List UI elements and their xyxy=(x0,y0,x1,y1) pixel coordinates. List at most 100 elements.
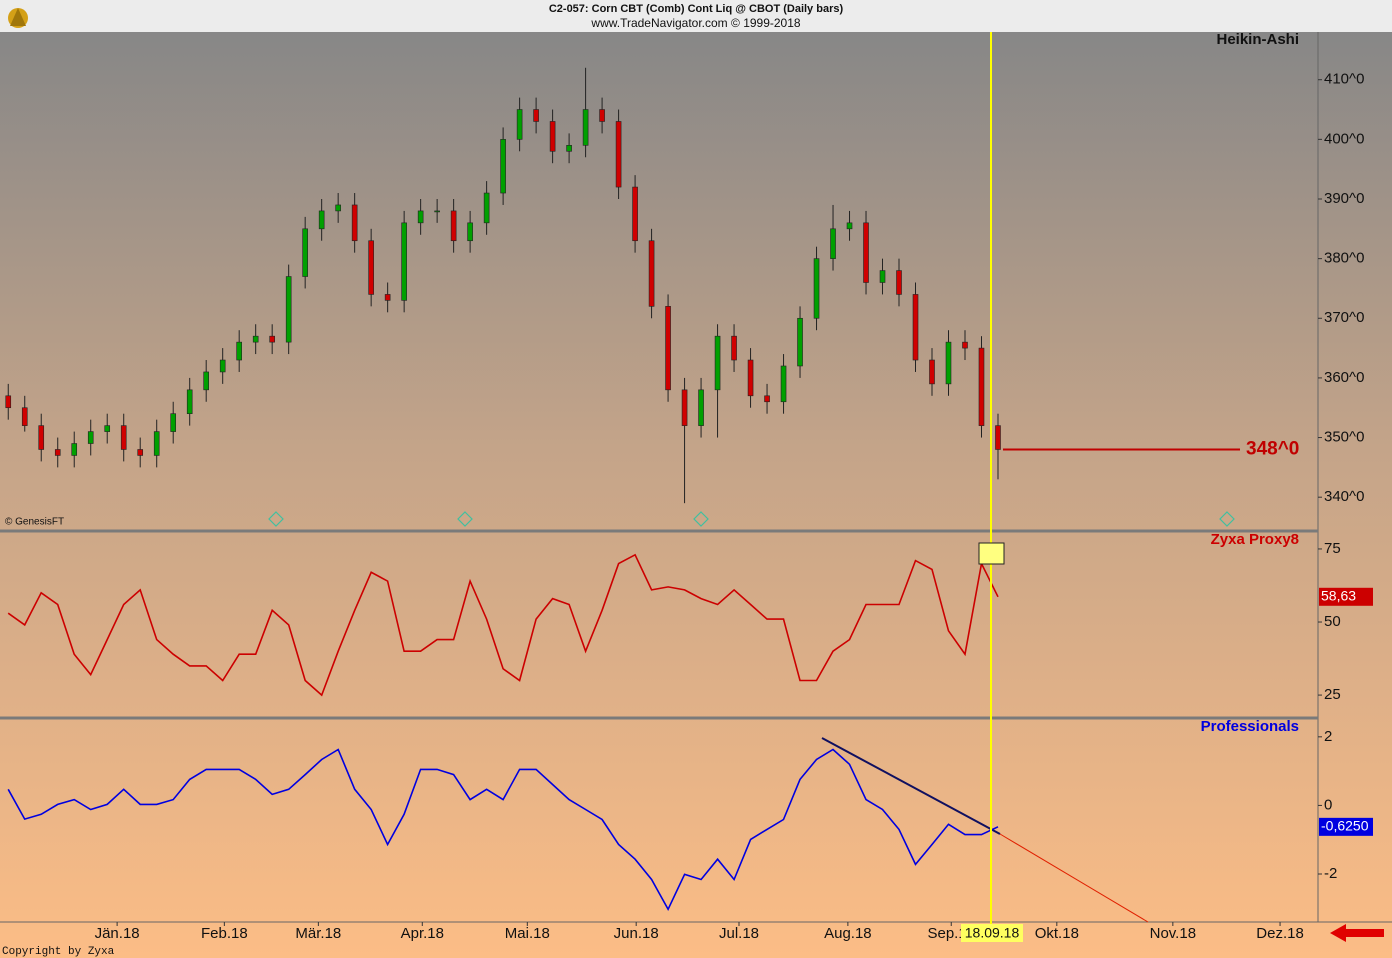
y-tick-label: 350^0 xyxy=(1324,429,1364,446)
y-tick-label: 380^0 xyxy=(1324,250,1364,267)
candle-body xyxy=(384,294,391,301)
candle-body xyxy=(599,109,605,122)
candle-body xyxy=(780,365,787,403)
x-tick-label: Jul.18 xyxy=(719,925,759,942)
candle-body xyxy=(203,371,209,391)
candle-body xyxy=(681,389,688,426)
candle-body xyxy=(170,413,177,432)
candle-body xyxy=(632,186,638,242)
background xyxy=(0,32,1392,958)
cursor-marker xyxy=(978,542,1005,565)
candle-body xyxy=(318,210,325,230)
candle-body xyxy=(21,407,28,426)
panel-title: Heikin-Ashi xyxy=(1216,31,1299,48)
candle-body xyxy=(153,431,160,456)
candle-body xyxy=(417,210,424,224)
candle-body xyxy=(764,395,770,403)
y-tick-label: 25 xyxy=(1324,686,1341,703)
candle-body xyxy=(335,204,341,212)
candle-body xyxy=(615,121,622,188)
candle-body xyxy=(995,425,1001,450)
candle-body xyxy=(797,317,803,367)
y-tick-label: 390^0 xyxy=(1324,190,1364,207)
candle-body xyxy=(368,240,374,295)
candle-body xyxy=(566,145,572,152)
candle-body xyxy=(879,270,886,283)
x-tick-label: Jän.18 xyxy=(95,925,140,942)
candle-body xyxy=(929,359,935,385)
candle-body xyxy=(863,222,869,283)
candle-body xyxy=(747,359,754,397)
candle-body xyxy=(450,210,457,242)
candle-body xyxy=(269,335,275,343)
value-label-box xyxy=(1319,587,1373,606)
x-tick-label: Nov.18 xyxy=(1150,925,1196,942)
price-label: 348^0 xyxy=(1246,439,1299,460)
y-tick-label: 2 xyxy=(1324,728,1332,745)
value-label: -0,6250 xyxy=(1321,818,1369,834)
logo xyxy=(8,8,28,28)
candle-body xyxy=(186,389,193,415)
candle-body xyxy=(483,192,490,224)
candle-body xyxy=(698,389,704,426)
candle-body xyxy=(846,222,853,230)
y-tick-label: 50 xyxy=(1324,613,1341,630)
candle-body xyxy=(731,335,737,361)
candle-body xyxy=(962,341,968,349)
candle-body xyxy=(978,347,985,426)
candle-body xyxy=(533,109,539,122)
header-title: C2-057: Corn CBT (Comb) Cont Liq @ CBOT … xyxy=(549,3,844,15)
header-bar xyxy=(0,0,1392,32)
cursor-label: 18.09.18 xyxy=(965,925,1020,941)
panel-title: Professionals xyxy=(1201,718,1299,735)
candle-body xyxy=(87,431,94,444)
x-tick-label: Dez.18 xyxy=(1256,925,1304,942)
candle-body xyxy=(434,210,440,213)
value-label: 58,63 xyxy=(1321,587,1356,603)
y-tick-label: 410^0 xyxy=(1324,71,1364,88)
y-tick-label: -2 xyxy=(1324,865,1337,882)
candle-body xyxy=(945,341,952,385)
scroll-arrow[interactable] xyxy=(1330,924,1384,942)
indicator-line xyxy=(7,553,999,697)
y-tick-label: 75 xyxy=(1324,540,1341,557)
header-subtitle: www.TradeNavigator.com © 1999-2018 xyxy=(590,16,800,30)
x-tick-label: Mai.18 xyxy=(505,925,550,942)
cursor-label-box xyxy=(961,924,1023,942)
candle-body xyxy=(285,276,292,343)
candle-body xyxy=(830,228,836,259)
x-tick-label: Apr.18 xyxy=(401,925,444,942)
candle-body xyxy=(351,204,358,242)
candle-body xyxy=(54,449,61,456)
x-tick-label: Aug.18 xyxy=(824,925,872,942)
trend-line xyxy=(821,737,1001,835)
candle-body xyxy=(38,425,45,450)
candle-body xyxy=(582,109,589,146)
indicator-line xyxy=(7,748,999,912)
y-tick-label: 0 xyxy=(1324,796,1332,813)
candle-body xyxy=(120,425,127,450)
candle-body xyxy=(219,359,226,373)
candle-body xyxy=(665,306,671,391)
candle-body xyxy=(5,395,12,409)
candle-body xyxy=(71,443,78,456)
candle-body xyxy=(467,222,473,242)
candle-body xyxy=(302,228,308,277)
source-note: © GenesisFT xyxy=(5,517,64,528)
y-tick-label: 370^0 xyxy=(1324,309,1364,326)
panel-title: Zyxa Proxy8 xyxy=(1211,531,1299,548)
candle-body xyxy=(648,240,655,307)
event-markers xyxy=(268,511,1235,527)
candle-body xyxy=(912,294,919,361)
value-label-box xyxy=(1319,817,1373,836)
candle-body xyxy=(549,121,556,152)
candle-body xyxy=(714,335,721,391)
footer: Copyright by Zyxa xyxy=(2,946,115,958)
x-tick-label: Feb.18 xyxy=(201,925,248,942)
candle-body xyxy=(401,222,407,301)
candle-body xyxy=(516,109,523,140)
candle-body xyxy=(500,139,506,194)
x-tick-label: Mär.18 xyxy=(295,925,341,942)
trend-extension xyxy=(999,833,1149,923)
